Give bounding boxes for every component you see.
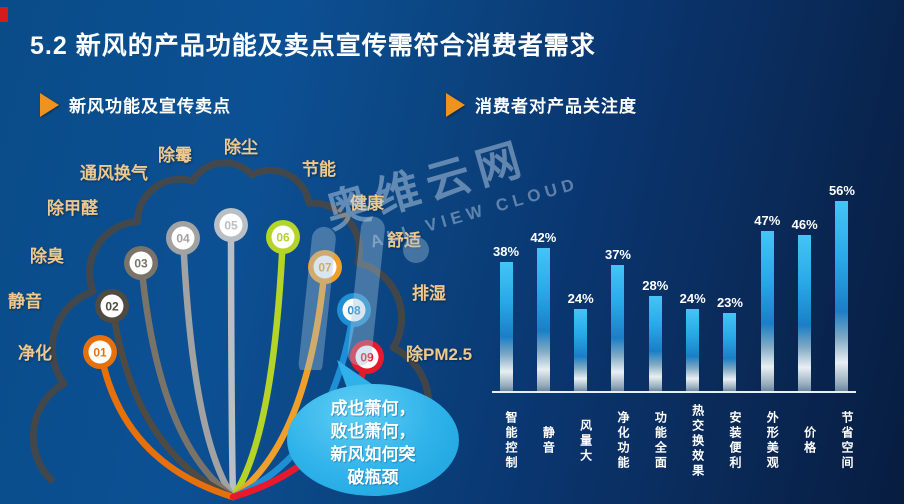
chart-category-axis: 智能控制 静音 风量大 净化功能 功能全面 热交换效果 安装便利 外形美观 价格 节省空间 [492, 399, 856, 483]
balloon-number: 01 [93, 346, 107, 360]
corner-accent-mark [0, 7, 8, 22]
bar [499, 262, 513, 391]
balloon-number: 04 [176, 232, 190, 246]
bar-column: 24% [567, 291, 595, 391]
cloud-outline [29, 159, 433, 485]
bar-value-label: 28% [642, 278, 669, 293]
bar-column: 37% [604, 247, 632, 391]
chart-plot-area: 38% 42% 24% 37% 28% 24% 23% 47% 46% 56% [492, 179, 856, 393]
section-header-right: 消费者对产品关注度 [446, 92, 637, 117]
fan-balloon: 06 [266, 220, 300, 254]
bar-value-label: 23% [716, 295, 743, 310]
balloon-number: 09 [360, 351, 374, 365]
fan-feature-label: 除PM2.5 [406, 345, 473, 364]
bar [723, 313, 737, 391]
triangle-bullet-icon [40, 92, 59, 117]
bar [536, 248, 550, 391]
bar-column: 47% [753, 213, 781, 391]
triangle-bullet-icon [446, 92, 465, 117]
category-label: 净化功能 [615, 411, 630, 471]
bar-value-label: 24% [567, 291, 594, 306]
fan-balloon: 04 [166, 221, 200, 255]
fan-stem [229, 249, 286, 501]
bar-value-label: 24% [679, 291, 706, 306]
fan-feature-label: 节能 [302, 160, 336, 179]
fan-feature-label: 除尘 [224, 138, 258, 157]
bar [835, 201, 849, 391]
fan-feature-label: 通风换气 [80, 164, 148, 183]
category-label: 静音 [541, 426, 556, 456]
fan-balloon: 05 [214, 208, 248, 242]
section-label-right: 消费者对产品关注度 [475, 97, 637, 116]
category-label: 安装便利 [727, 411, 742, 471]
category-label: 热交换效果 [690, 403, 705, 479]
balloon-number: 06 [276, 231, 290, 245]
bar-value-label: 38% [492, 244, 520, 259]
bar-value-label: 56% [828, 183, 855, 198]
balloon-number: 08 [347, 304, 361, 318]
fan-stem [180, 250, 237, 501]
fan-balloon: 03 [124, 246, 158, 280]
bubble-text-line: 破瓶颈 [347, 468, 399, 487]
fan-stem [227, 237, 237, 501]
bar-column: 23% [716, 295, 744, 391]
fan-stem [111, 318, 237, 501]
bar [760, 231, 774, 391]
bar [798, 235, 812, 391]
page-title: 5.2 新风的产品功能及卖点宣传需符合消费者需求 [30, 32, 596, 60]
fan-balloon: 01 [83, 335, 117, 369]
balloon-number: 02 [105, 300, 119, 314]
bubble-text-line: 败也萧何， [330, 422, 416, 441]
bar [686, 309, 700, 391]
bar [648, 296, 662, 391]
category-label: 功能全面 [653, 411, 668, 471]
bar-column: 28% [641, 278, 669, 391]
fan-feature-label: 静音 [8, 292, 42, 311]
fan-feature-label: 净化 [18, 344, 52, 363]
bubble-text-line: 新风如何突 [330, 445, 416, 464]
category-label: 智能控制 [504, 411, 518, 471]
fan-feature-label: 舒适 [387, 231, 421, 250]
category-label: 风量大 [578, 418, 593, 464]
fan-balloon: 07 [308, 250, 342, 284]
bar-value-label: 46% [791, 217, 818, 232]
balloon-number: 07 [318, 261, 332, 275]
fan-feature-label: 除臭 [30, 247, 64, 266]
bar-value-label: 37% [604, 247, 631, 262]
speech-bubble: 成也萧何， 败也萧何， 新风如何突 破瓶颈 [287, 384, 459, 496]
fan-diagram: 01 02 03 04 05 06 07 08 09 [29, 159, 433, 501]
fan-feature-label: 健康 [350, 194, 384, 213]
bar-value-label: 42% [530, 230, 557, 245]
section-header-left: 新风功能及宣传卖点 [40, 92, 231, 117]
category-label: 外形美观 [765, 411, 780, 471]
fan-feature-label: 除霉 [158, 146, 192, 165]
section-label-left: 新风功能及宣传卖点 [69, 97, 231, 116]
balloon-number: 05 [224, 219, 238, 233]
bar-column: 42% [529, 230, 557, 391]
category-label: 节省空间 [839, 411, 854, 471]
fan-balloon: 08 [337, 293, 371, 327]
bar-column: 56% [828, 183, 856, 391]
bar-column: 24% [679, 291, 707, 391]
bar-chart: 38% 42% 24% 37% 28% 24% 23% 47% 46% 56% 智能控制 静音 风量大… [492, 179, 856, 483]
bar-value-label: 47% [754, 213, 781, 228]
category-label: 价格 [802, 426, 817, 456]
fan-feature-label: 除甲醛 [47, 199, 98, 218]
balloon-number: 03 [134, 257, 148, 271]
fan-balloon: 09 [350, 340, 384, 374]
bar-column: 46% [791, 217, 819, 391]
bar [611, 265, 625, 391]
fan-stem [100, 364, 237, 501]
fan-balloon: 02 [95, 289, 129, 323]
fan-stem [139, 275, 237, 501]
fan-feature-label: 排湿 [412, 284, 446, 303]
bubble-text-line: 成也萧何， [330, 399, 416, 418]
fan-stem [229, 279, 327, 501]
bar [574, 309, 588, 391]
bar-column: 38% [492, 244, 520, 391]
